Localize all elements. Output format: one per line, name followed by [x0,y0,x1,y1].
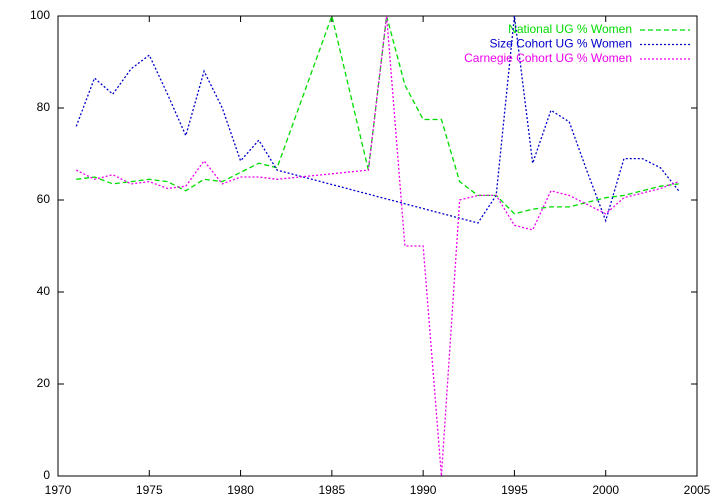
y-tick-label: 100 [30,8,50,22]
legend-label: Carnegie Cohort UG % Women [464,51,632,65]
x-tick-label: 1990 [410,483,437,497]
y-tick-label: 0 [43,468,50,482]
x-tick-label: 2000 [592,483,619,497]
series-line [75,15,680,224]
legend-label: Size Cohort UG % Women [490,37,633,51]
y-tick-label: 40 [37,284,51,298]
legend-label: National UG % Women [508,22,632,36]
x-tick-label: 1970 [45,483,72,497]
series-line [75,15,679,477]
y-tick-label: 80 [37,100,51,114]
x-tick-label: 1995 [501,483,528,497]
x-tick-label: 2005 [684,483,711,497]
x-tick-label: 1985 [319,483,346,497]
y-tick-label: 20 [37,376,51,390]
plot-frame [57,15,698,477]
y-tick-label: 60 [37,192,51,206]
x-tick-label: 1980 [227,483,254,497]
x-tick-label: 1975 [136,483,163,497]
